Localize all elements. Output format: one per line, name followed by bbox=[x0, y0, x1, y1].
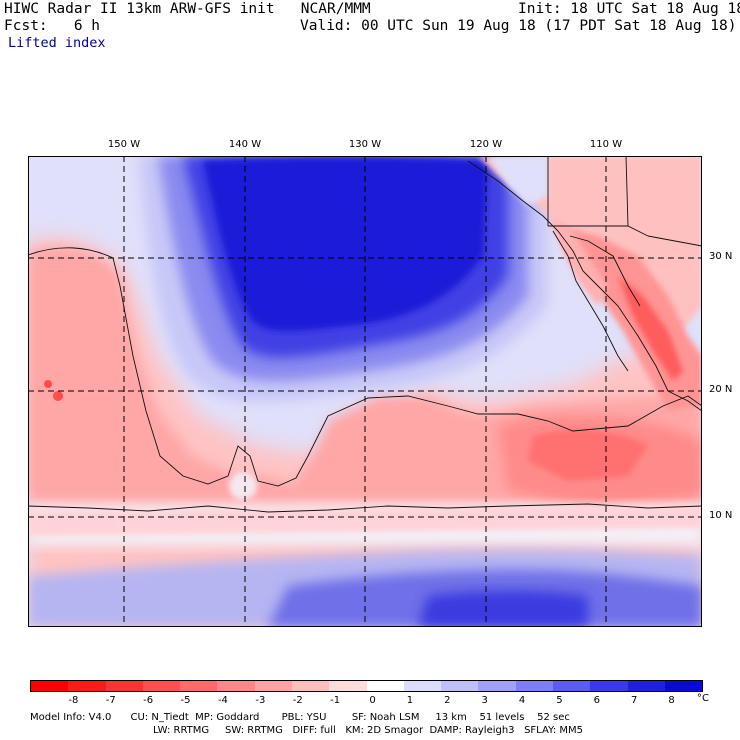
colorbar-tick-label: -5 bbox=[180, 695, 191, 706]
lat-label-10n: 10 N bbox=[709, 510, 733, 521]
colorbar-swatch bbox=[105, 681, 143, 691]
colorbar-tick-label: -4 bbox=[217, 695, 228, 706]
colorbar-tick-label: -3 bbox=[255, 695, 266, 706]
colorbar-swatch bbox=[552, 681, 591, 691]
colorbar-tick-label: 5 bbox=[556, 695, 563, 706]
colorbar-swatch bbox=[403, 681, 442, 691]
colorbar-swatch bbox=[627, 681, 665, 691]
colorbar-swatch bbox=[478, 681, 516, 691]
colorbar-swatch bbox=[664, 681, 703, 691]
colorbar-tick-label: -8 bbox=[68, 695, 79, 706]
lat-label-30n: 30 N bbox=[709, 251, 733, 262]
forecast-hour: Fcst: 6 h bbox=[4, 18, 101, 34]
colorbar-swatch bbox=[441, 681, 479, 691]
coastlines bbox=[28, 156, 702, 513]
colorbar-tick-label: -7 bbox=[105, 695, 116, 706]
valid-time: Valid: 00 UTC Sun 19 Aug 18 (17 PDT Sat … bbox=[300, 18, 737, 34]
lat-label-20n: 20 N bbox=[709, 384, 733, 395]
graticule bbox=[28, 156, 702, 627]
colorbar-swatch bbox=[590, 681, 628, 691]
colorbar-tick-label: 6 bbox=[593, 695, 601, 706]
colorbar-swatch bbox=[180, 681, 218, 691]
lon-label-150w: 150 W bbox=[107, 139, 141, 150]
colorbar-tick-label: -6 bbox=[143, 695, 154, 706]
colorbar bbox=[30, 680, 703, 692]
colorbar-swatch bbox=[142, 681, 181, 691]
lon-label-130w: 130 W bbox=[348, 139, 382, 150]
colorbar-swatch bbox=[515, 681, 553, 691]
lon-label-110w: 110 W bbox=[589, 139, 623, 150]
colorbar-tick-label: 8 bbox=[668, 695, 675, 706]
colorbar-tick-label: 0 bbox=[369, 695, 376, 706]
lon-label-120w: 120 W bbox=[469, 139, 503, 150]
model-info-line1: Model Info: V4.0 CU: N_Tiedt MP: Goddard… bbox=[30, 712, 570, 723]
colorbar-tick-label: 2 bbox=[444, 695, 451, 706]
lifted-index-map bbox=[28, 156, 702, 627]
colorbar-swatch bbox=[217, 681, 255, 691]
model-info-line2: LW: RRTMG SW: RRTMG DIFF: full KM: 2D Sm… bbox=[153, 725, 583, 736]
colorbar-tick-label: 4 bbox=[518, 695, 526, 706]
colorbar-swatch bbox=[254, 681, 292, 691]
colorbar-swatch bbox=[31, 681, 69, 691]
colorbar-swatch bbox=[291, 681, 330, 691]
colorbar-swatch bbox=[68, 681, 106, 691]
colorbar-swatch bbox=[329, 681, 367, 691]
field-name: Lifted index bbox=[8, 35, 106, 51]
lon-label-140w: 140 W bbox=[228, 139, 262, 150]
model-title: HIWC Radar II 13km ARW-GFS init NCAR/MMM bbox=[4, 1, 371, 17]
colorbar-tick-label: 1 bbox=[406, 695, 414, 706]
colorbar-unit: °C bbox=[697, 693, 709, 704]
init-time: Init: 18 UTC Sat 18 Aug 18 bbox=[518, 1, 740, 17]
colorbar-tick-label: 3 bbox=[481, 695, 488, 706]
colorbar-swatch bbox=[366, 681, 404, 691]
colorbar-tick-label: 7 bbox=[631, 695, 638, 706]
colorbar-tick-label: -1 bbox=[330, 695, 341, 706]
colorbar-tick-label: -2 bbox=[292, 695, 303, 706]
